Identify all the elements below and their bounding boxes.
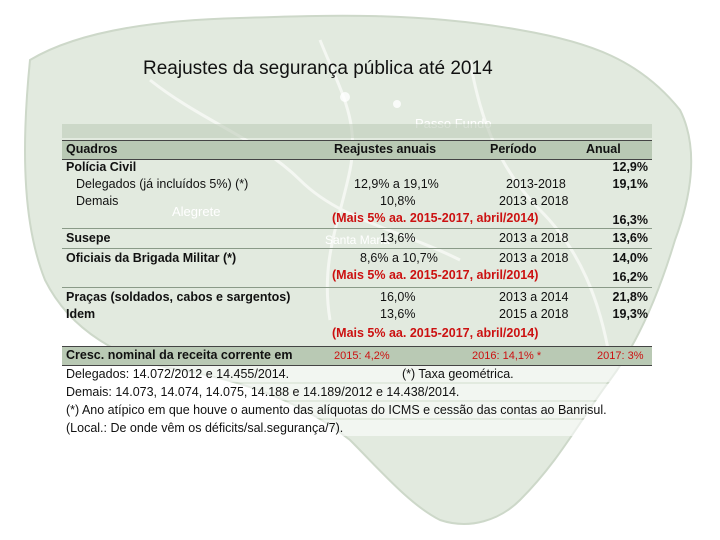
row-quadro: Demais [76,194,119,208]
cresc-label: Cresc. nominal da receita corrente em [66,348,293,362]
row-reajuste: 8,6% a 10,7% [360,251,438,265]
row-quadro: Delegados (já incluídos 5%) (*) [76,177,249,191]
cresc-2017: 2017: 3% [597,350,644,362]
table-header-row [62,140,652,160]
header-periodo: Período [490,142,537,156]
row-periodo: 2013 a 2018 [499,194,569,208]
row-anual: 13,6% [612,231,648,245]
row-reajuste: 13,6% [380,231,416,245]
salary-table: Quadros Reajustes anuais Período Anual P… [62,122,652,440]
note-local: (Local.: De onde vêm os déficits/sal.seg… [66,421,344,435]
row-anual: 21,8% [612,290,648,304]
row-anual: 19,3% [612,307,648,321]
row-reajuste-note: (Mais 5% aa. 2015-2017, abril/2014) [332,326,539,340]
note-delegados: Delegados: 14.072/2012 e 14.455/2014. [66,367,290,381]
cresc-2015: 2015: 4,2% [334,350,390,362]
row-quadro: Susepe [66,231,111,245]
cresc-2016: 2016: 14,1% * [472,350,542,362]
row-reajuste: 16,0% [380,290,416,304]
row-periodo: 2015 a 2018 [499,307,569,321]
map-label-santa-maria: Santa Maria [325,233,390,247]
map-label-alegrete: Alegrete [172,204,220,219]
revenue-growth-row [62,346,652,366]
row-anual: 16,2% [612,270,648,284]
row-quadro: Oficiais da Brigada Militar (*) [66,251,237,265]
header-anual: Anual [586,142,621,156]
header-reajustes: Reajustes anuais [334,142,437,156]
note-atipico: (*) Ano atípico em que houve o aumento d… [66,403,607,417]
row-reajuste-note: (Mais 5% aa. 2015-2017, abril/2014) [332,268,539,282]
row-reajuste: 10,8% [380,194,416,208]
note-taxa: (*) Taxa geométrica. [402,367,514,381]
row-reajuste-note: (Mais 5% aa. 2015-2017, abril/2014) [332,211,539,225]
row-anual: 16,3% [612,213,648,227]
row-periodo: 2013 a 2018 [499,251,569,265]
note-demais: Demais: 14.073, 14.074, 14.075, 14.188 e… [66,385,460,399]
row-anual: 19,1% [612,177,648,191]
row-periodo: 2013 a 2018 [499,231,569,245]
row-periodo: 2013-2018 [506,177,566,191]
header-quadros: Quadros [66,142,118,156]
row-reajuste: 12,9% a 19,1% [354,177,439,191]
row-quadro: Idem [66,307,96,321]
row-periodo: 2013 a 2014 [499,290,569,304]
row-reajuste: 13,6% [380,307,416,321]
page-title: Reajustes da segurança pública até 2014 [143,58,493,79]
table-top-band [62,124,652,138]
row-quadro: Praças (soldados, cabos e sargentos) [66,290,291,304]
row-anual: 12,9% [612,160,648,174]
row-anual: 14,0% [612,251,648,265]
row-quadro: Polícia Civil [66,160,137,174]
